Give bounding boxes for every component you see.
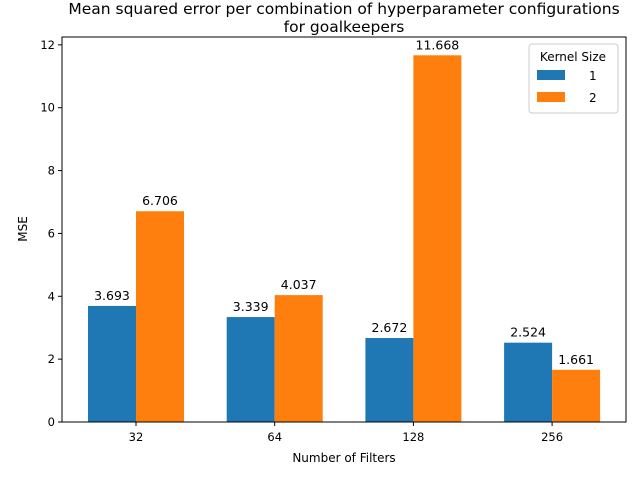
x-tick-label: 32 — [129, 430, 144, 444]
x-tick-label: 64 — [267, 430, 282, 444]
legend-label-series-2: 2 — [589, 91, 597, 105]
bar-128-series-2 — [413, 55, 462, 422]
x-tick-label: 256 — [541, 430, 563, 444]
bar-value-label: 6.706 — [142, 193, 178, 208]
bar-labels-group: 3.693 6.706 3.339 4.037 2.672 11.668 2.524 1.66… — [94, 37, 594, 367]
y-axis-label: MSE — [16, 216, 30, 242]
y-tick-label: 8 — [48, 164, 55, 178]
y-tick-label: 10 — [40, 101, 55, 115]
bar-64-series-2 — [274, 295, 323, 422]
legend-swatch-series-1 — [537, 70, 565, 80]
bar-64-series-1 — [226, 317, 275, 422]
x-tick-label: 128 — [402, 430, 424, 444]
x-axis-ticks: 32 64 128 256 — [129, 422, 563, 444]
bar-32-series-1 — [88, 305, 136, 422]
bar-value-label: 3.339 — [233, 299, 269, 314]
y-tick-label: 2 — [48, 352, 55, 366]
legend: Kernel Size 1 2 — [528, 43, 619, 114]
bar-128-series-1 — [365, 338, 414, 422]
bar-value-label: 1.661 — [558, 352, 594, 367]
chart-title-line-2: for goalkeepers — [284, 18, 405, 36]
y-tick-label: 12 — [40, 38, 55, 52]
legend-title: Kernel Size — [540, 50, 606, 64]
legend-swatch-series-2 — [537, 92, 565, 102]
y-axis-ticks: 0 2 4 6 8 10 12 — [40, 38, 62, 429]
bar-256-series-1 — [504, 342, 553, 422]
bar-value-label: 3.693 — [94, 288, 130, 303]
y-tick-label: 0 — [48, 415, 55, 429]
chart-title-line-1: Mean squared error per combination of hy… — [68, 0, 619, 18]
y-tick-label: 4 — [48, 289, 55, 303]
legend-label-series-1: 1 — [589, 69, 597, 83]
bar-value-label: 2.672 — [372, 320, 408, 335]
x-axis-label: Number of Filters — [292, 451, 395, 465]
bar-value-label: 2.524 — [510, 325, 546, 340]
bar-value-label: 11.668 — [416, 37, 460, 52]
y-tick-label: 6 — [48, 226, 55, 240]
bar-value-label: 4.037 — [281, 277, 317, 292]
bar-256-series-2 — [552, 369, 601, 422]
plot-frame — [61, 36, 627, 423]
bar-32-series-2 — [136, 211, 184, 422]
bars-group — [88, 55, 601, 422]
